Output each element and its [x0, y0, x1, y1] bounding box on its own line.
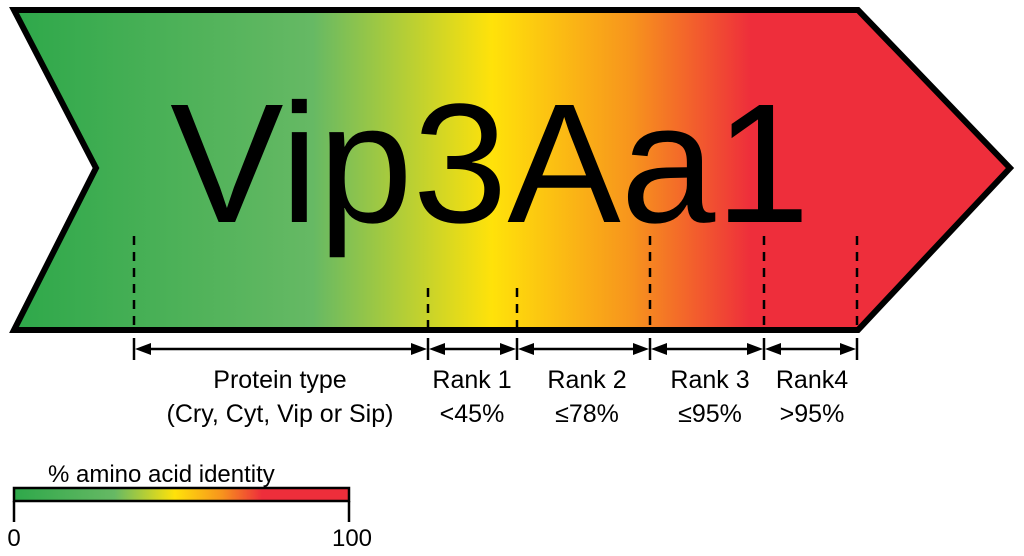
segment-arrow-rank2 — [518, 343, 649, 355]
segment-arrow-rank4 — [765, 343, 856, 355]
segment-label-rank1: Rank 1 — [432, 366, 511, 394]
identity-legend: % amino acid identity 0 100 — [7, 461, 372, 552]
segment-label-rank2: Rank 2 — [547, 366, 626, 394]
segment-sublabel-protein-type: (Cry, Cyt, Vip or Sip) — [167, 400, 394, 428]
segment-labels: Protein type (Cry, Cyt, Vip or Sip) Rank… — [167, 366, 849, 428]
legend-title: % amino acid identity — [48, 461, 275, 488]
legend-min-label: 0 — [7, 525, 20, 552]
segment-sublabel-rank2: ≤78% — [555, 400, 619, 428]
dashed-boundaries — [132, 236, 859, 330]
segment-arrow-rank3 — [651, 343, 763, 355]
segment-sublabel-rank3: ≤95% — [678, 400, 742, 428]
segment-sublabel-rank4: >95% — [780, 400, 845, 428]
segment-sublabel-rank1: <45% — [440, 400, 505, 428]
segment-arrow-protein-type — [135, 343, 427, 355]
segment-label-rank4: Rank4 — [776, 366, 848, 394]
segment-ticks — [132, 338, 859, 360]
legend-gradient-bar — [12, 486, 351, 503]
segment-arrow-rank1 — [429, 343, 516, 355]
segment-label-protein-type: Protein type — [213, 366, 346, 394]
gene-title: Vip3Aa1 — [170, 69, 810, 259]
gradient-arrow — [9, 7, 1015, 333]
segment-arrows — [135, 343, 856, 355]
legend-max-label: 100 — [332, 525, 372, 552]
segment-label-rank3: Rank 3 — [670, 366, 749, 394]
